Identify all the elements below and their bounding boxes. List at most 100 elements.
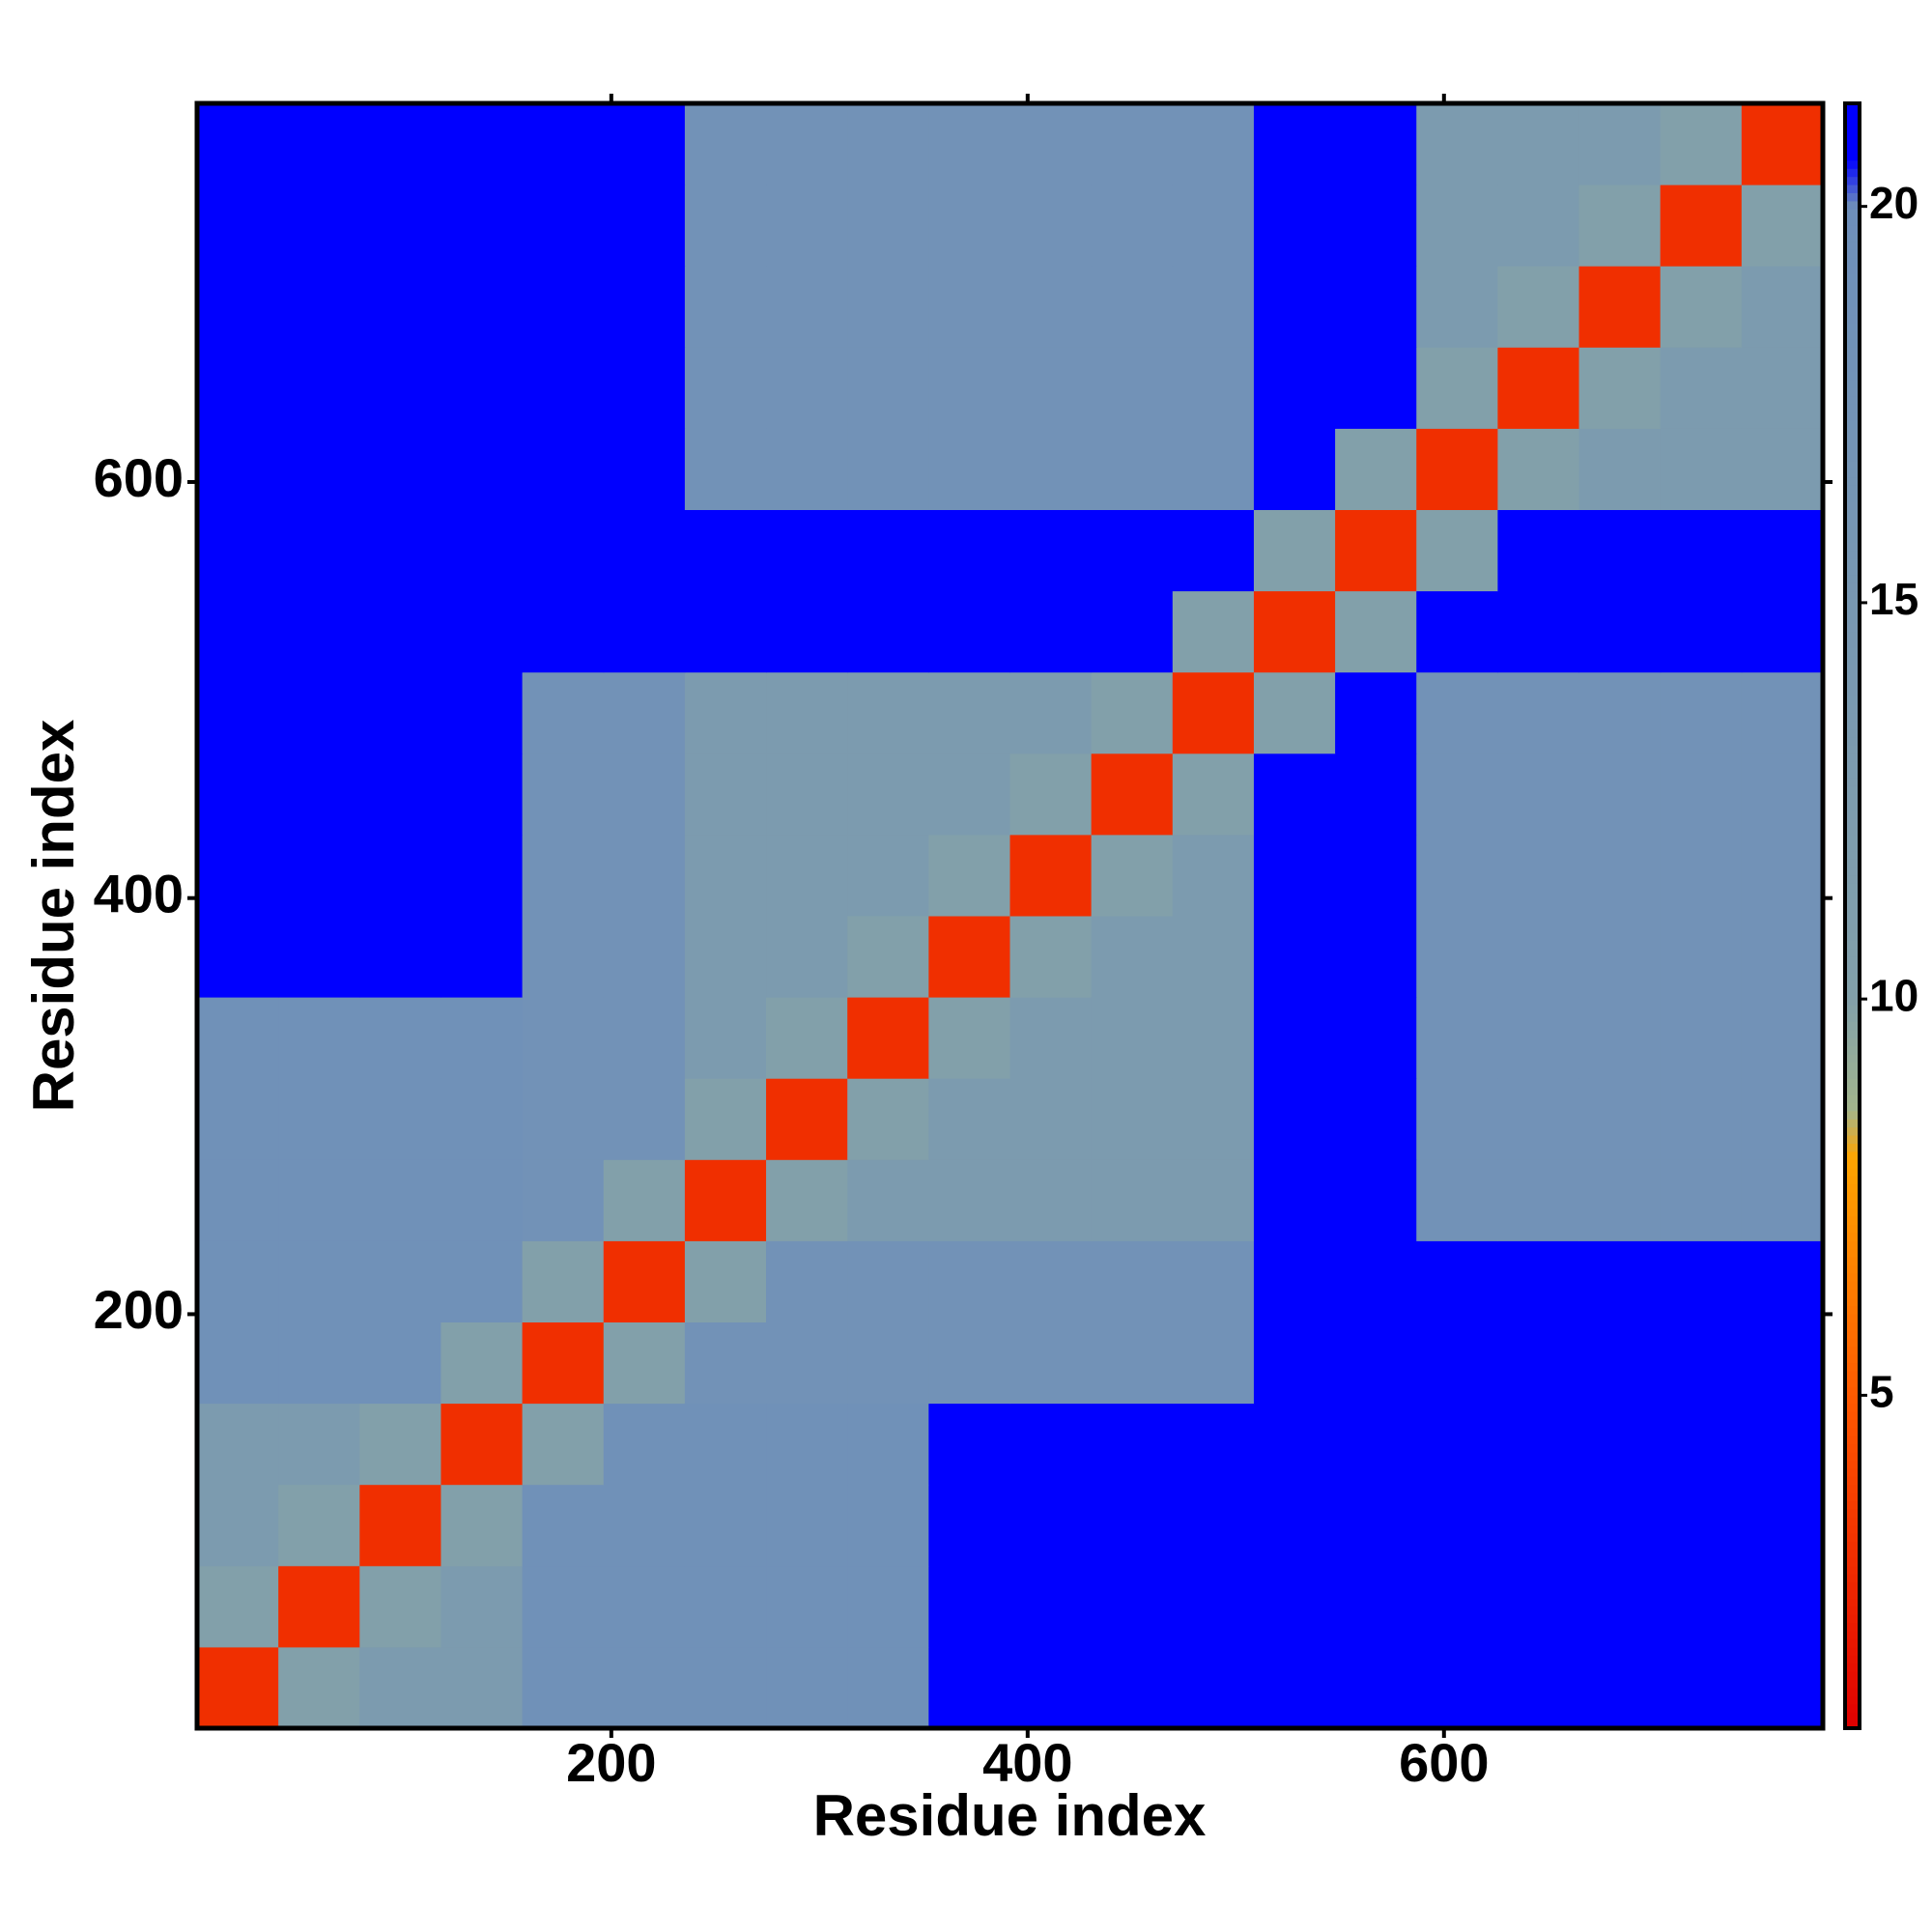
colorbar-segment: [1845, 997, 1860, 1007]
colorbar-segment: [1845, 599, 1860, 608]
y-tick-label: 600: [94, 447, 184, 508]
colorbar-segment: [1845, 631, 1860, 640]
heatmap-cell: [1497, 1078, 1580, 1160]
heatmap-cell: [1497, 1159, 1580, 1241]
colorbar-segment: [1845, 1029, 1860, 1038]
heatmap-cell: [603, 671, 686, 754]
colorbar-segment: [1845, 1314, 1860, 1322]
colorbar-segment: [1845, 1305, 1860, 1315]
colorbar-segment: [1845, 972, 1860, 981]
heatmap-cell: [1009, 1159, 1093, 1241]
colorbar-segment: [1845, 1574, 1860, 1583]
heatmap-cell: [1660, 916, 1743, 998]
heatmap-cell: [1660, 185, 1743, 267]
colorbar-segment: [1845, 1533, 1860, 1543]
colorbar-segment: [1845, 1167, 1860, 1177]
heatmap-cell: [847, 1159, 929, 1241]
heatmap-cell: [522, 916, 605, 998]
colorbar-segment: [1845, 721, 1860, 730]
heatmap-cell: [603, 1159, 686, 1241]
heatmap-cell: [1091, 1403, 1174, 1486]
heatmap-cell: [1660, 753, 1743, 836]
heatmap-cell: [603, 266, 686, 348]
heatmap-cell: [440, 1565, 524, 1648]
heatmap-cell: [440, 103, 524, 185]
colorbar-segment: [1845, 1110, 1860, 1120]
colorbar-segment: [1845, 891, 1860, 900]
heatmap-cell: [928, 1240, 1010, 1322]
heatmap-cell: [278, 1403, 360, 1486]
colorbar-segment: [1845, 355, 1860, 364]
heatmap-cell: [440, 1484, 524, 1567]
heatmap-cell: [440, 347, 524, 429]
heatmap-cell: [1253, 509, 1336, 592]
heatmap-cell: [684, 509, 767, 592]
colorbar-segment: [1845, 395, 1860, 405]
heatmap-cell: [522, 590, 605, 673]
heatmap-cell: [1009, 266, 1093, 348]
colorbar-segment: [1845, 1135, 1860, 1144]
heatmap-cell: [1091, 671, 1174, 754]
heatmap-cell: [1741, 1565, 1824, 1648]
heatmap-cell: [1253, 671, 1336, 754]
colorbar-segment: [1845, 404, 1860, 413]
heatmap-cell: [1578, 103, 1662, 185]
colorbar-segment: [1845, 1232, 1860, 1241]
heatmap-cell: [1253, 1565, 1336, 1648]
heatmap-cell: [766, 1321, 848, 1405]
heatmap-cell: [1091, 997, 1174, 1079]
colorbar-segment: [1845, 1419, 1860, 1429]
heatmap-cell: [766, 509, 848, 592]
heatmap-cell: [766, 1646, 848, 1729]
heatmap-cell: [684, 1403, 767, 1486]
heatmap-cell: [1578, 916, 1662, 998]
heatmap-cell: [1741, 671, 1824, 754]
heatmap-cell: [1416, 671, 1498, 754]
heatmap-cell: [928, 1565, 1010, 1648]
colorbar-segment: [1845, 119, 1860, 128]
colorbar-segment: [1845, 1452, 1860, 1461]
heatmap-cell: [278, 347, 360, 429]
colorbar-segment: [1845, 647, 1860, 657]
heatmap-cell: [1091, 1565, 1174, 1648]
colorbar-segment: [1845, 371, 1860, 381]
heatmap-cell: [359, 1159, 441, 1241]
heatmap-cell: [197, 671, 279, 754]
colorbar-segment: [1845, 533, 1860, 543]
colorbar-segment: [1845, 1176, 1860, 1185]
colorbar-segment: [1845, 793, 1860, 803]
heatmap-cell: [1416, 1159, 1498, 1241]
heatmap-cell: [1741, 347, 1824, 429]
heatmap-cell: [1741, 1646, 1824, 1729]
heatmap-cell: [440, 997, 524, 1079]
colorbar-segment: [1845, 1012, 1860, 1022]
heatmap-cell: [1660, 1078, 1743, 1160]
colorbar-segment: [1845, 728, 1860, 738]
heatmap-cell: [847, 1484, 929, 1567]
heatmap-cell: [1091, 1240, 1174, 1322]
heatmap-cell: [440, 1403, 524, 1486]
heatmap-cell: [928, 1484, 1010, 1567]
colorbar-segment: [1845, 1329, 1860, 1339]
heatmap-cell: [522, 1403, 605, 1486]
heatmap-cell: [1578, 1484, 1662, 1567]
colorbar-segment: [1845, 736, 1860, 746]
heatmap-cell: [1741, 997, 1824, 1079]
heatmap-cell: [1578, 671, 1662, 754]
colorbar-segment: [1845, 1338, 1860, 1348]
colorbar-segment: [1845, 802, 1860, 811]
heatmap-cell: [1578, 1240, 1662, 1322]
heatmap-cell: [1172, 185, 1255, 267]
heatmap-cell: [359, 1484, 441, 1567]
colorbar-segment: [1845, 1598, 1860, 1607]
colorbar-segment: [1845, 1435, 1860, 1445]
heatmap-cell: [440, 428, 524, 510]
heatmap-cell: [1660, 590, 1743, 673]
heatmap-cell: [359, 428, 441, 510]
colorbar-segment: [1845, 778, 1860, 786]
colorbar-segment: [1845, 1086, 1860, 1095]
heatmap-cell: [1497, 1484, 1580, 1567]
heatmap-cell: [928, 1321, 1010, 1405]
heatmap-cell: [1091, 266, 1174, 348]
